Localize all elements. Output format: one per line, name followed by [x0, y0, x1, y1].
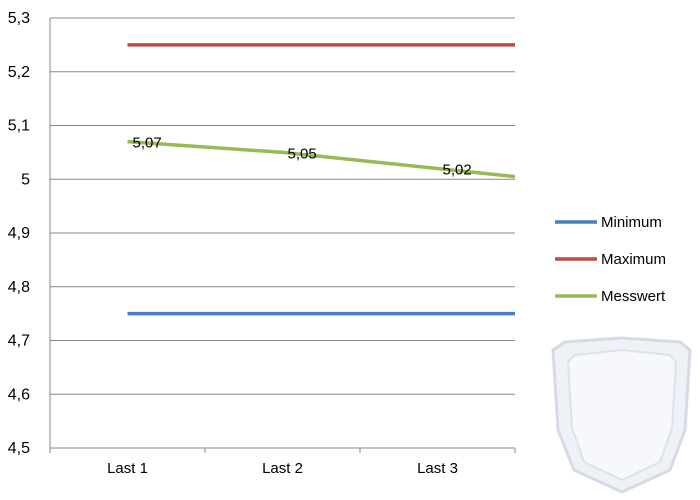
y-tick-label: 5,1 [8, 118, 30, 135]
y-tick-label: 4,5 [8, 440, 30, 457]
x-tick-label: Last 1 [107, 460, 148, 477]
y-tick-label: 4,9 [8, 225, 30, 242]
y-tick-label: 4,7 [8, 333, 30, 350]
y-tick-label: 5 [21, 171, 30, 188]
x-tick-label: Last 2 [262, 460, 303, 477]
legend-label-maximum: Maximum [601, 251, 666, 268]
data-label: 5,07 [133, 135, 162, 152]
y-tick-label: 5,3 [8, 10, 30, 27]
x-tick-label: Last 3 [417, 460, 458, 477]
y-tick-label: 5,2 [8, 64, 30, 81]
series-line-messwert [127, 139, 516, 179]
legend-label-minimum: Minimum [601, 214, 662, 231]
data-label: 5,02 [443, 162, 472, 179]
y-tick-label: 4,8 [8, 279, 30, 296]
y-tick-label: 4,6 [8, 386, 30, 403]
data-label: 5,05 [288, 145, 317, 162]
legend-label-messwert: Messwert [601, 288, 666, 305]
watermark-shield-logo [551, 336, 692, 494]
